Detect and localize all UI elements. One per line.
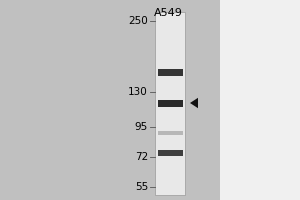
Bar: [158, 150, 182, 156]
Polygon shape: [190, 98, 198, 108]
Text: 130: 130: [128, 87, 148, 97]
Text: A549: A549: [154, 8, 182, 18]
Text: 72: 72: [135, 152, 148, 162]
Text: 55: 55: [135, 182, 148, 192]
Text: 250: 250: [128, 16, 148, 26]
Bar: [158, 68, 182, 75]
Bar: [158, 131, 182, 135]
Bar: [220, 0, 300, 200]
Bar: [155, 12, 185, 195]
Text: 95: 95: [135, 122, 148, 132]
Bar: [158, 99, 182, 106]
